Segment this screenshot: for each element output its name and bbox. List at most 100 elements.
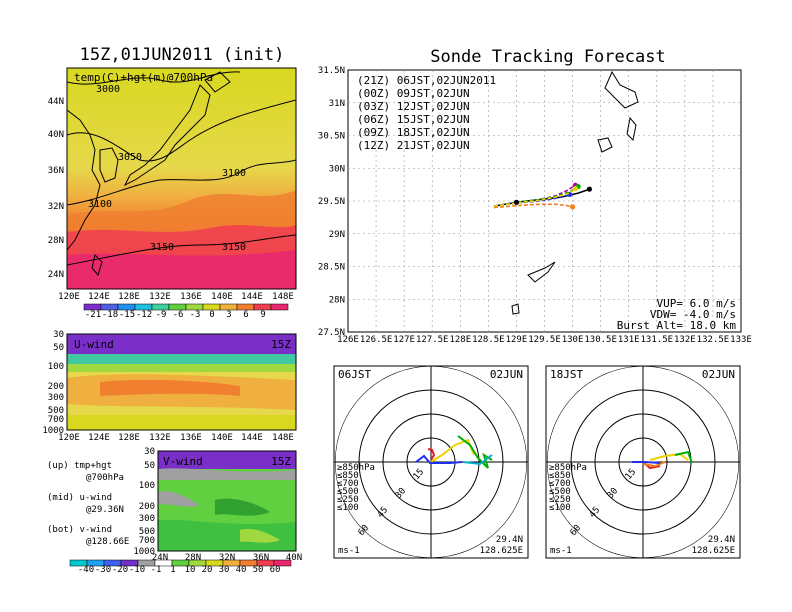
legend-entry: (21Z) 06JST,02JUN2011	[357, 74, 496, 87]
cb-tick: -12	[136, 310, 152, 320]
lon-tick: 120E	[58, 292, 80, 302]
p-tick: 200	[139, 502, 155, 512]
legend-entry: (09Z) 18JST,02JUN	[357, 126, 470, 139]
x-tick-label: 129.5E	[528, 335, 561, 345]
track-series-line	[493, 203, 573, 209]
island-small	[511, 303, 520, 315]
hodo-date: 02JUN	[702, 368, 735, 381]
hodo-lat: 29.4N	[708, 535, 735, 545]
lat-tick: 32N	[48, 202, 64, 212]
coastline-korea	[99, 147, 119, 183]
x-tick-label: 129E	[506, 335, 528, 345]
cb-tick: 10	[185, 565, 196, 575]
layer-label: ≤250	[337, 495, 359, 505]
top-map-lon-ticks: 120E 124E 128E 132E 136E 140E 144E 148E	[58, 292, 294, 302]
lat-tick: 24N	[152, 553, 168, 563]
y-tick-label: 29.5N	[318, 197, 345, 207]
cb-tick: -6	[173, 310, 184, 320]
cb-tick: 50	[253, 565, 264, 575]
track-map: 126E 126.5E 127E 127.5E 128E 128.5E 129E 129.5E…	[318, 66, 752, 345]
hodo-time: 06JST	[338, 368, 371, 381]
p-tick: 700	[48, 415, 64, 425]
p-tick: 500	[48, 406, 64, 416]
layer-label: ≤500	[337, 487, 359, 497]
cb-tick: -10	[129, 565, 145, 575]
contour-3150	[67, 234, 296, 266]
legend-entry: (12Z) 21JST,02JUN	[357, 139, 470, 152]
hodo-unit: ms-1	[338, 546, 360, 556]
note-line: (bot) v-wind	[47, 525, 112, 535]
y-tick-label: 28.5N	[318, 263, 345, 273]
p-tick: 50	[53, 343, 64, 353]
note-line: (up) tmp+hgt	[47, 461, 112, 471]
lon-tick: 132E	[149, 433, 171, 443]
contour-label: 3150	[150, 242, 174, 253]
hodo-time: 18JST	[550, 368, 583, 381]
p-tick: 30	[53, 330, 64, 340]
cb-tick: -3	[190, 310, 201, 320]
uwind-time: 15Z	[271, 338, 291, 351]
x-tick-label: 127E	[393, 335, 415, 345]
cb-tick: -20	[112, 565, 128, 575]
p-tick: 1000	[133, 547, 155, 557]
contour-3100	[67, 159, 296, 206]
track-end-point	[572, 185, 578, 192]
layer-label: ≤500	[549, 487, 571, 497]
lat-tick: 40N	[286, 553, 302, 563]
lat-tick: 36N	[253, 553, 269, 563]
cb-tick: 20	[202, 565, 213, 575]
lat-tick: 40N	[48, 130, 64, 140]
wind-colorbar: -40 -30 -20 -10 -1 1 10 20 30 40 50 60	[69, 559, 292, 575]
contour-label: 3150	[222, 242, 246, 253]
left-title: 15Z,01JUN2011 (init)	[80, 45, 285, 65]
hodo-lon: 128.625E	[480, 546, 523, 556]
p-tick: 100	[139, 481, 155, 491]
lat-tick: 32N	[219, 553, 235, 563]
y-tick-label: 28N	[329, 295, 345, 305]
p-tick: 50	[144, 461, 155, 471]
cb-tick: 40	[236, 565, 247, 575]
temp-colorbar: -21 -18 -15 -12 -9 -6 -3 0 3 6 9	[83, 303, 289, 320]
p-tick: 500	[139, 527, 155, 537]
island-tanegashima	[626, 116, 637, 142]
y-tick-label: 30N	[329, 164, 345, 174]
layer-label: ≥850hPa	[549, 463, 587, 473]
cb-tick: -15	[119, 310, 135, 320]
x-tick-label: 130E	[562, 335, 584, 345]
lon-tick: 128E	[118, 292, 140, 302]
coastline-kyushu	[604, 70, 639, 109]
p-tick: 700	[139, 536, 155, 546]
contour-label: 3000	[96, 84, 120, 95]
cb-tick: 60	[270, 565, 281, 575]
legend-entry: (00Z) 09JST,02JUN	[357, 87, 470, 100]
cb-tick: 30	[219, 565, 230, 575]
hodo-seg-100	[415, 454, 463, 464]
vwind-panel: V-wind 15Z 30 50 100 200 300 500 700 100…	[133, 447, 302, 563]
lat-tick: 44N	[48, 97, 64, 107]
contour-label: 3050	[118, 152, 142, 163]
p-tick: 30	[144, 447, 155, 457]
top-map-label: temp(C)+hgt(m)@700hPa	[74, 71, 213, 84]
y-tick-label: 29N	[329, 230, 345, 240]
y-tick-label: 30.5N	[318, 132, 345, 142]
legend-entry: (03Z) 12JST,02JUN	[357, 100, 470, 113]
x-tick-label: 127.5E	[416, 335, 449, 345]
lat-tick: 28N	[185, 553, 201, 563]
layer-label: ≤850	[337, 471, 359, 481]
cb-tick: 0	[209, 310, 214, 320]
track-end-point	[569, 204, 576, 210]
layer-label: ≤700	[549, 479, 571, 489]
note-line: @128.66E	[86, 537, 129, 547]
x-tick-label: 131E	[618, 335, 640, 345]
x-tick-label: 128E	[449, 335, 471, 345]
lat-tick: 24N	[48, 270, 64, 280]
hodo-lat: 29.4N	[496, 535, 523, 545]
lon-tick: 124E	[88, 433, 110, 443]
contour-3050	[67, 99, 296, 162]
vup-text: VUP= 6.0 m/s	[657, 297, 736, 310]
hodograph-left: 06JST 02JUN 15 30 45 60 ≥850hPa ≤850 ≤70…	[333, 365, 529, 559]
layer-label: ≤100	[549, 503, 571, 513]
x-tick-label: 126.5E	[360, 335, 393, 345]
cb-tick: -1	[151, 565, 162, 575]
